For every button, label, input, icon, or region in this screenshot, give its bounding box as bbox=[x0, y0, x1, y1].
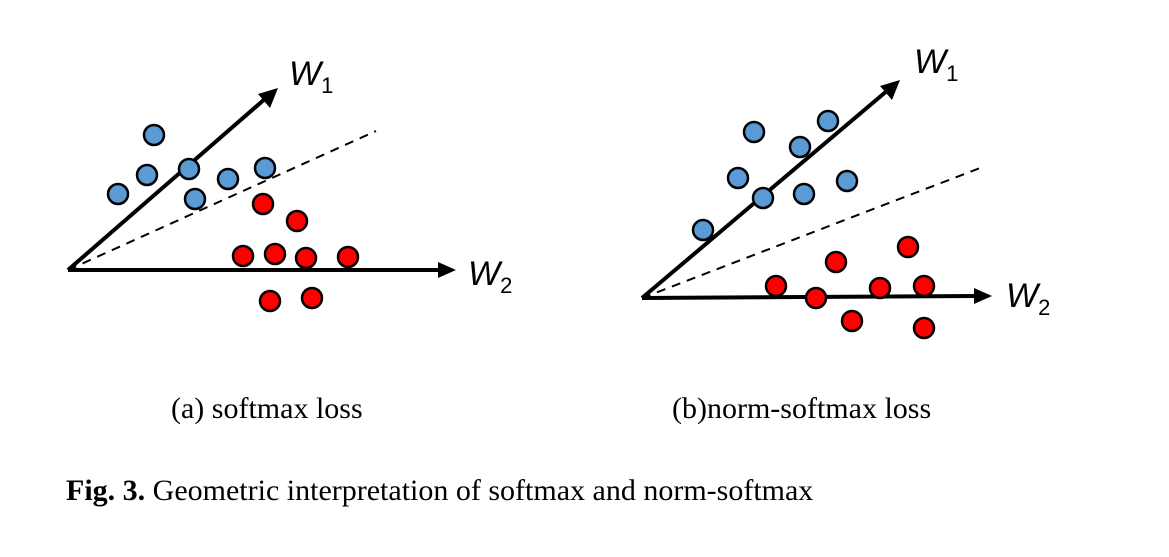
class2-point bbox=[294, 246, 318, 270]
class1-point bbox=[142, 123, 166, 147]
class1-point bbox=[788, 135, 812, 159]
class1-point bbox=[135, 163, 159, 187]
class2-point bbox=[868, 276, 892, 300]
panel-a: W1 W2 bbox=[66, 55, 512, 313]
class1-point bbox=[177, 157, 201, 181]
class2-point bbox=[285, 209, 309, 233]
class1-points-a bbox=[106, 123, 277, 211]
figure-caption-text: Geometric interpretation of softmax and … bbox=[152, 474, 814, 507]
class1-point bbox=[816, 109, 840, 133]
w1-arrowhead-a bbox=[258, 88, 278, 108]
class2-point bbox=[764, 274, 788, 298]
decision-boundary-b bbox=[641, 167, 981, 299]
class1-point bbox=[691, 218, 715, 242]
w1-label-b: W1 bbox=[914, 43, 958, 86]
w2-arrowhead-b bbox=[974, 288, 992, 304]
w1-label-a: W1 bbox=[289, 55, 333, 98]
class1-point bbox=[183, 187, 207, 211]
class2-point bbox=[231, 244, 255, 268]
class1-point bbox=[792, 182, 816, 206]
class2-points-a bbox=[231, 192, 360, 313]
panel-b: W1 W2 bbox=[640, 43, 1050, 340]
class2-point bbox=[912, 316, 936, 340]
class1-points-b bbox=[691, 109, 859, 242]
figure-label: Fig. 3. bbox=[66, 474, 146, 507]
w1-arrowhead-b bbox=[880, 80, 900, 100]
figure-caption: Fig. 3. Geometric interpretation of soft… bbox=[66, 474, 813, 508]
w2-label-b: W2 bbox=[1006, 277, 1050, 320]
class2-point bbox=[912, 274, 936, 298]
class2-point bbox=[840, 309, 864, 333]
class2-points-b bbox=[764, 235, 936, 340]
class2-point bbox=[251, 192, 275, 216]
class2-point bbox=[804, 286, 828, 310]
class1-point bbox=[726, 166, 750, 190]
subcaption-a: (a) softmax loss bbox=[171, 392, 363, 425]
class1-point bbox=[751, 186, 775, 210]
subcaption-b: (b)norm-softmax loss bbox=[672, 392, 932, 425]
class2-point bbox=[824, 250, 848, 274]
class1-point bbox=[216, 167, 240, 191]
w2-label-a: W2 bbox=[468, 255, 512, 298]
class2-point bbox=[336, 245, 360, 269]
class1-point bbox=[106, 182, 130, 206]
class2-point bbox=[300, 286, 324, 310]
class2-point bbox=[896, 235, 920, 259]
class1-point bbox=[835, 169, 859, 193]
class2-point bbox=[263, 242, 287, 266]
decision-boundary-a bbox=[67, 130, 377, 271]
class1-point bbox=[253, 156, 277, 180]
w2-arrowhead-a bbox=[438, 262, 456, 278]
class2-point bbox=[258, 289, 282, 313]
class1-point bbox=[742, 120, 766, 144]
w1-vector-a bbox=[66, 96, 268, 272]
